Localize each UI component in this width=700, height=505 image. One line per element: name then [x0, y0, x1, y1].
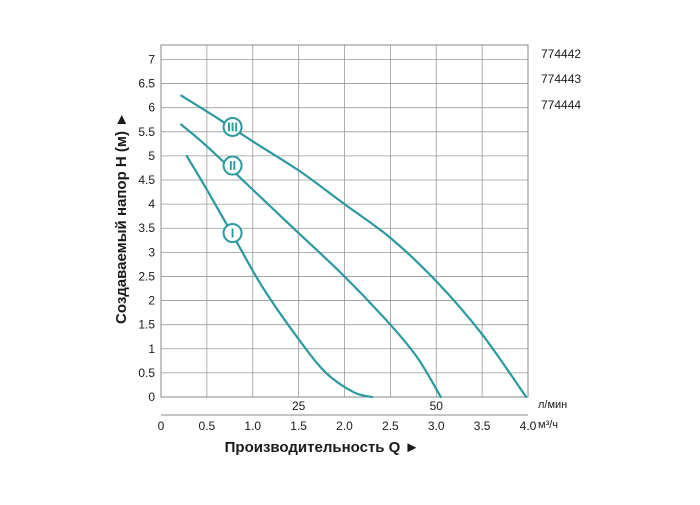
y-tick-label: 2: [148, 294, 155, 308]
x-tick-label: 3.5: [474, 419, 491, 433]
secondary-x-tick-label: 50: [430, 399, 444, 413]
model-number-3: 774444: [541, 98, 581, 112]
y-tick-label: 2.5: [138, 269, 155, 283]
y-tick-label: 3: [148, 245, 155, 259]
model-number-2: 774443: [541, 72, 581, 86]
x-tick-label: 2.0: [336, 419, 353, 433]
y-tick-label: 6.5: [138, 77, 155, 91]
x-tick-label: 0.5: [199, 419, 216, 433]
y-tick-label: 0: [148, 390, 155, 404]
x-tick-label: 1.0: [244, 419, 261, 433]
y-tick-label: 3.5: [138, 221, 155, 235]
series-line-III: [180, 94, 528, 399]
y-tick-label: 7: [148, 52, 155, 66]
series-marker-II: [222, 155, 243, 176]
series-label-I: I: [231, 226, 235, 241]
x-unit: м³/ч: [538, 419, 558, 431]
x-tick-label: 1.5: [290, 419, 307, 433]
series-line-II: [180, 123, 442, 399]
y-tick-label: 5.5: [138, 125, 155, 139]
series-label-II: II: [229, 158, 236, 173]
y-tick-label: 1.5: [138, 318, 155, 332]
y-tick-label: 1: [148, 342, 155, 356]
secondary-x-tick-label: 25: [292, 399, 306, 413]
y-tick-label: 6: [148, 101, 155, 115]
x-tick-label: 2.5: [382, 419, 399, 433]
x-tick-label: 4.0: [520, 419, 537, 433]
x-axis-title: Производительность Q ►: [225, 439, 420, 456]
tick-labels: 0 0.5 1 1.5 2 2.5 3 3.5 4 4.5 5 5.5 6 6.5 7 0 0.5 1.0 1.5 2…: [138, 52, 536, 433]
y-tick-label: 4.5: [138, 173, 155, 187]
grid: [161, 45, 528, 397]
series-label-III: III: [227, 119, 238, 134]
series-line-I: [185, 154, 374, 399]
y-tick-label: 5: [148, 149, 155, 163]
series-marker-I: [222, 223, 243, 244]
y-axis-title: Создаваемый напор Н (м) ►: [113, 112, 130, 324]
axes: [160, 44, 529, 416]
y-tick-label: 0.5: [138, 366, 155, 380]
secondary-x-unit: л/мин: [538, 399, 567, 411]
x-tick-label: 0: [158, 419, 165, 433]
series-marker-III: [222, 116, 243, 137]
x-tick-label: 3.0: [428, 419, 445, 433]
y-tick-label: 4: [148, 197, 155, 211]
model-number-1: 774442: [541, 47, 581, 61]
